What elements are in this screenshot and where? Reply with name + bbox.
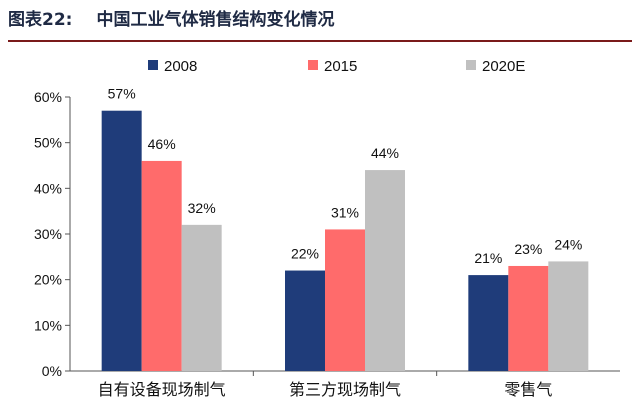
data-label: 24%: [554, 236, 582, 252]
data-labels: 57% 46% 32% 22% 31% 44% 21% 23% 24%: [108, 86, 583, 266]
data-label: 21%: [474, 250, 502, 266]
data-label: 22%: [291, 246, 319, 262]
bar-2015-1: [141, 160, 182, 371]
title-divider: [8, 40, 632, 42]
bar-2015-2: [325, 229, 365, 371]
data-label: 31%: [331, 204, 359, 220]
bar-2008-2: [285, 270, 325, 371]
bar-2015-3: [508, 265, 549, 371]
y-axis: 0% 10% 20% 30% 40% 50% 60%: [34, 89, 71, 379]
data-label: 32%: [188, 200, 216, 216]
y-tick-label: 60%: [34, 89, 62, 105]
y-tick-label: 0%: [42, 363, 62, 379]
bar-2020E-2: [365, 170, 405, 371]
data-label: 44%: [371, 145, 399, 161]
data-label: 46%: [148, 136, 176, 152]
category-label: 自有设备现场制气: [98, 380, 226, 399]
bar-2020E-3: [548, 261, 589, 371]
bar-2020E-1: [181, 224, 222, 371]
bars: [101, 110, 589, 371]
x-axis: 自有设备现场制气 第三方现场制气 零售气: [70, 370, 620, 399]
data-label: 57%: [108, 86, 136, 102]
y-tick-label: 10%: [34, 317, 62, 333]
legend: 2008 2015 2020E: [148, 58, 525, 75]
figure-caption: 中国工业气体销售结构变化情况: [96, 10, 335, 30]
figure-title: 图表22: 中国工业气体销售结构变化情况: [8, 6, 334, 34]
data-label: 23%: [514, 241, 542, 257]
y-tick-label: 40%: [34, 180, 62, 196]
bar-2008-3: [468, 275, 509, 371]
y-tick-label: 30%: [34, 226, 62, 242]
figure-number: 图表22:: [8, 10, 73, 30]
legend-swatch: [308, 60, 318, 70]
y-tick-label: 50%: [34, 135, 62, 151]
y-tick-label: 20%: [34, 272, 62, 288]
legend-swatch: [466, 60, 476, 70]
legend-label: 2015: [324, 58, 357, 75]
bar-2008-1: [101, 110, 142, 371]
category-label: 第三方现场制气: [289, 380, 401, 399]
legend-label: 2008: [164, 58, 197, 75]
category-label: 零售气: [504, 380, 552, 399]
legend-swatch: [148, 60, 158, 70]
legend-label: 2020E: [482, 58, 525, 75]
